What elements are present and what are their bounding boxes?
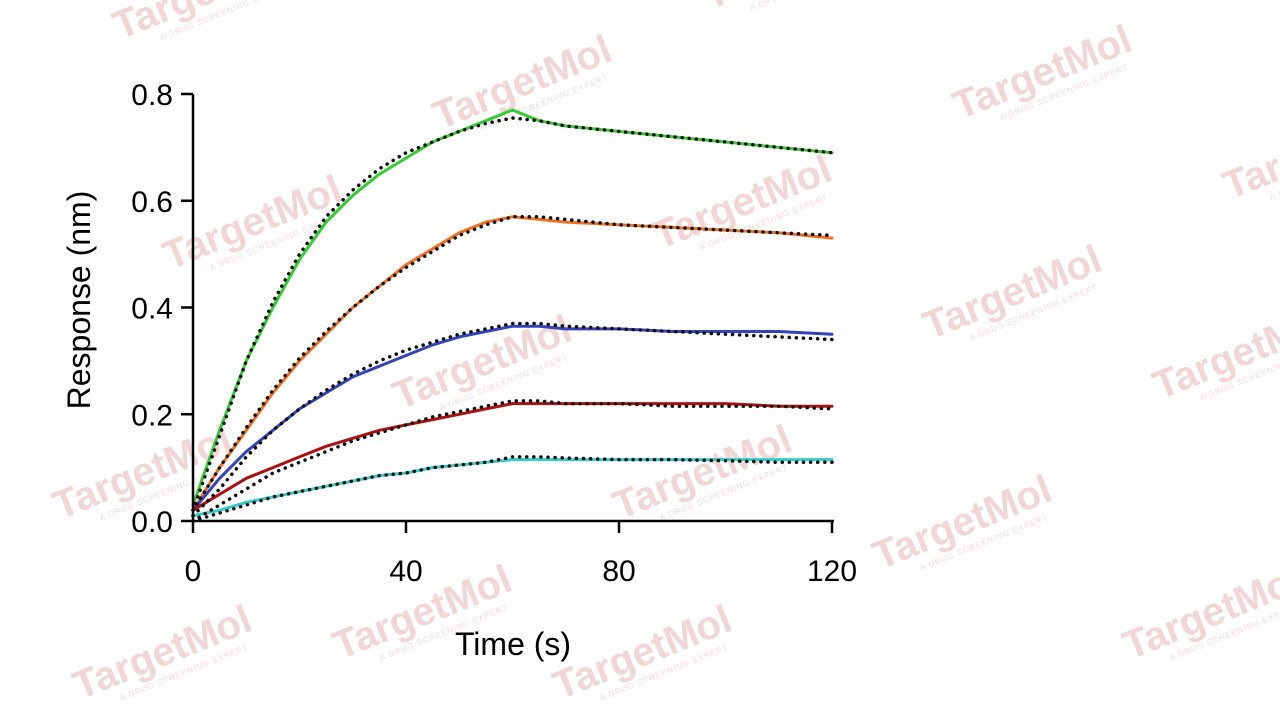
fit-line xyxy=(191,116,834,513)
y-tick-label: 0.6 xyxy=(131,186,173,219)
y-axis-label: Response (nm) xyxy=(61,191,97,410)
y-tick-label: 0.4 xyxy=(131,293,173,326)
y-ticks: 0.0 0.2 0.4 0.6 0.8 xyxy=(131,79,193,539)
x-tick-label: 40 xyxy=(389,555,422,588)
y-tick-label: 0.0 xyxy=(131,506,173,539)
watermark-tagline: A DRUG SCREENING EXPERT xyxy=(749,0,880,12)
y-tick-label: 0.2 xyxy=(131,399,173,432)
fit-line xyxy=(191,399,834,523)
x-tick-label: 0 xyxy=(185,555,202,588)
x-axis-label: Time (s) xyxy=(455,626,571,662)
fit-layer xyxy=(191,116,834,523)
axes-layer: 0.0 0.2 0.4 0.6 0.8 0 40 80 120 Response (nm) T… xyxy=(61,79,857,662)
watermark-brand: TargetMol xyxy=(1217,97,1280,208)
x-tick-label: 80 xyxy=(602,555,635,588)
series-line xyxy=(191,458,834,518)
watermark-brand: TargetMol xyxy=(697,0,888,18)
x-ticks: 0 40 80 120 xyxy=(185,521,857,588)
x-tick-label: 120 xyxy=(807,555,857,588)
series-line xyxy=(191,402,834,512)
fit-line xyxy=(191,321,834,518)
y-tick-label: 0.8 xyxy=(131,79,173,112)
fit-line xyxy=(191,215,834,513)
